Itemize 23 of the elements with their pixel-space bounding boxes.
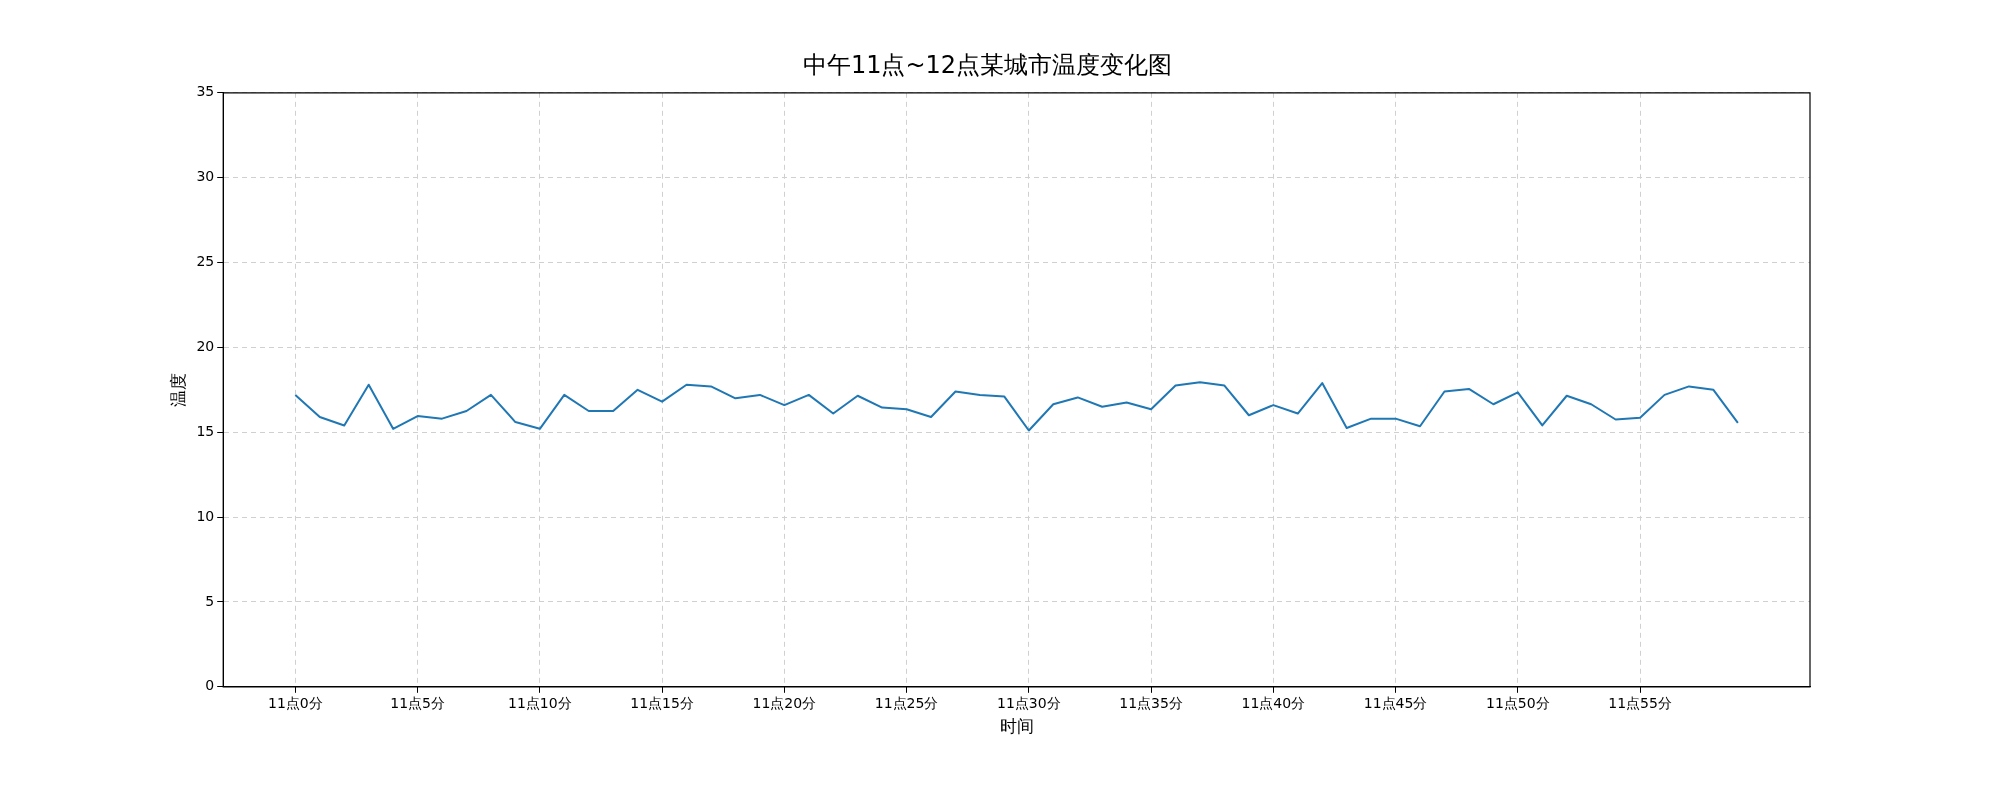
y-tick-label: 10 <box>196 507 215 524</box>
y-tick-label: 35 <box>196 83 215 100</box>
x-tick-label: 11点25分 <box>874 694 939 711</box>
x-tick-label: 11点20分 <box>752 694 817 711</box>
x-tick-label: 11点10分 <box>508 694 572 711</box>
y-tick-label: 25 <box>196 253 215 270</box>
x-tick-label: 11点55分 <box>1608 694 1672 711</box>
x-tick-label: 11点5分 <box>390 694 445 711</box>
x-tick-label: 11点45分 <box>1363 694 1428 711</box>
x-tick-label: 11点35分 <box>1119 694 1183 711</box>
x-tick-label: 11点30分 <box>997 694 1061 711</box>
y-tick-label: 15 <box>196 422 215 439</box>
y-tick-label: 20 <box>196 338 215 355</box>
y-axis-title: 温度 <box>167 372 188 407</box>
x-tick-label: 11点0分 <box>267 694 323 711</box>
x-tick-label: 11点40分 <box>1241 694 1306 711</box>
y-tick-label: 5 <box>205 592 215 609</box>
x-axis-title: 时间 <box>999 716 1034 737</box>
x-tick-label: 11点15分 <box>630 694 694 711</box>
y-tick-label: 0 <box>205 677 215 694</box>
y-tick-label: 30 <box>196 168 215 185</box>
x-tick-label: 11点50分 <box>1486 694 1550 711</box>
chart-title: 中午11点~12点某城市温度变化图 <box>802 50 1173 79</box>
